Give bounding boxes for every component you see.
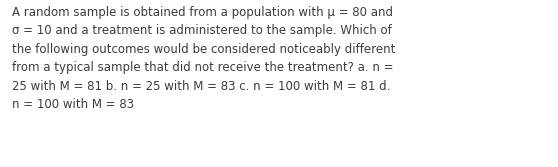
Text: A random sample is obtained from a population with μ = 80 and
σ = 10 and a treat: A random sample is obtained from a popul… bbox=[12, 6, 396, 111]
